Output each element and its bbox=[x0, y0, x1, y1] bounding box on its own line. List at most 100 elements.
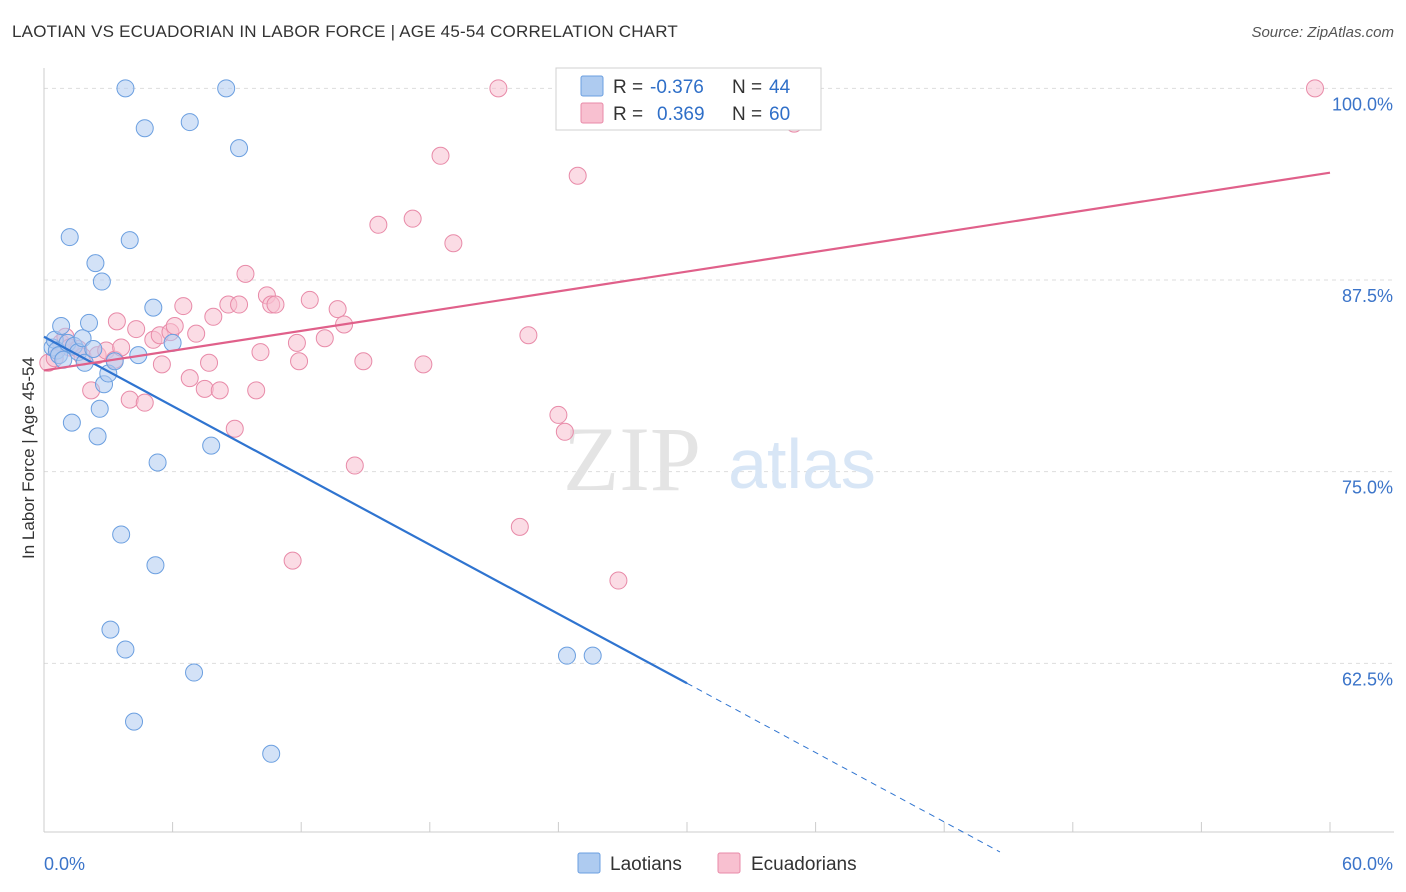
x-tick-label-1: 60.0% bbox=[1342, 854, 1393, 874]
ecuadorian-point-37 bbox=[283, 551, 302, 570]
laotian-point-17 bbox=[90, 399, 109, 418]
laotian-point-35 bbox=[185, 663, 204, 682]
laotian-point-40 bbox=[557, 646, 576, 665]
laotian-point-32 bbox=[148, 453, 167, 472]
ecuadorian-point-50 bbox=[444, 234, 463, 253]
y-tick-label-1: 87.5% bbox=[1342, 286, 1393, 306]
series-legend: Laotians Ecuadorians bbox=[577, 852, 857, 875]
ecuadorian-r-value: 0.369 bbox=[657, 104, 705, 125]
ecuadorian-point-44 bbox=[345, 456, 364, 475]
ecuadorian-points bbox=[39, 79, 1324, 590]
laotian-point-34 bbox=[180, 113, 199, 132]
laotian-point-7 bbox=[60, 228, 79, 247]
laotian-r-label: R = bbox=[613, 77, 643, 98]
ecuadorian-point-59 bbox=[1305, 79, 1324, 98]
watermark-zip: ZIP bbox=[563, 408, 701, 510]
ecuadorian-point-49 bbox=[431, 146, 450, 165]
laotian-point-31 bbox=[146, 556, 165, 575]
ecuadorian-n-label: N = bbox=[732, 104, 762, 125]
ecuadorian-r-label: R = bbox=[613, 104, 643, 125]
ecuadorian-point-40 bbox=[300, 290, 319, 309]
ecuadorian-point-30 bbox=[230, 295, 249, 314]
laotian-point-24 bbox=[116, 640, 135, 659]
laotian-point-8 bbox=[62, 413, 81, 432]
laotian-point-37 bbox=[217, 79, 236, 98]
ecuadorian-point-46 bbox=[369, 215, 388, 234]
ecuadorian-point-20 bbox=[165, 317, 184, 335]
ecuadorian-point-15 bbox=[135, 393, 154, 412]
ecuadorian-point-48 bbox=[414, 355, 433, 374]
laotian-trend-extension bbox=[686, 682, 1001, 853]
laotian-point-38 bbox=[230, 139, 249, 158]
ecuadorian-point-31 bbox=[236, 264, 255, 283]
ecuadorian-point-47 bbox=[403, 209, 422, 228]
laotian-n-value: 44 bbox=[769, 77, 791, 98]
laotian-point-41 bbox=[583, 646, 602, 665]
laotian-point-23 bbox=[112, 525, 131, 544]
laotian-point-21 bbox=[101, 620, 120, 639]
trend-lines bbox=[43, 171, 1331, 853]
ecuadorian-point-57 bbox=[609, 571, 628, 590]
tick-labels: 100.0% 87.5% 75.0% 62.5% 0.0% 60.0% bbox=[44, 94, 1393, 874]
ecuadorian-point-53 bbox=[519, 326, 538, 345]
laotian-r-value: -0.376 bbox=[650, 77, 704, 98]
laotian-point-26 bbox=[120, 231, 139, 250]
y-tick-label-2: 75.0% bbox=[1342, 478, 1393, 498]
laotian-point-25 bbox=[116, 79, 135, 98]
laotian-point-39 bbox=[262, 744, 281, 763]
ecuadorian-point-18 bbox=[152, 355, 171, 374]
ecuadorian-point-11 bbox=[107, 312, 126, 331]
laotian-points bbox=[43, 79, 602, 763]
ecuadorian-point-54 bbox=[549, 405, 568, 424]
ecuadorian-point-41 bbox=[315, 329, 334, 348]
ecuadorian-point-21 bbox=[174, 297, 193, 316]
watermark-atlas: atlas bbox=[728, 425, 876, 503]
laotian-point-18 bbox=[92, 272, 111, 291]
ecuadorian-point-26 bbox=[204, 307, 223, 326]
ecuadorian-n-value: 60 bbox=[769, 104, 790, 125]
y-tick-label-3: 62.5% bbox=[1342, 669, 1393, 689]
ecuadorian-point-36 bbox=[266, 295, 285, 314]
laotian-point-13 bbox=[80, 313, 99, 332]
laotian-point-16 bbox=[88, 427, 107, 446]
ecuadorian-point-39 bbox=[290, 352, 309, 371]
ecuadorian-point-27 bbox=[210, 381, 229, 400]
ecuadorian-point-23 bbox=[187, 324, 206, 343]
laotian-point-4 bbox=[52, 317, 71, 335]
y-axis-label: In Labor Force | Age 45-54 bbox=[19, 357, 38, 559]
chart-title: LAOTIAN VS ECUADORIAN IN LABOR FORCE | A… bbox=[12, 22, 678, 41]
legend-laotians-label: Laotians bbox=[610, 854, 682, 875]
legend-ecuadorians-swatch bbox=[717, 852, 741, 874]
laotian-point-15 bbox=[86, 254, 105, 273]
y-tick-label-0: 100.0% bbox=[1332, 94, 1393, 114]
ecuadorian-point-51 bbox=[489, 79, 508, 98]
laotian-swatch bbox=[580, 75, 604, 97]
axes bbox=[43, 68, 1394, 833]
ecuadorian-point-25 bbox=[200, 353, 219, 372]
ecuadorian-point-52 bbox=[510, 517, 529, 536]
ecuadorian-point-38 bbox=[287, 333, 306, 352]
laotian-point-27 bbox=[125, 712, 144, 731]
ecuadorian-point-55 bbox=[555, 422, 574, 441]
grid-lines bbox=[44, 87, 1394, 664]
ecuadorian-point-14 bbox=[127, 320, 146, 339]
laotian-trend-line bbox=[43, 335, 688, 685]
laotian-point-36 bbox=[202, 436, 221, 455]
ecuadorian-point-56 bbox=[568, 166, 587, 185]
ecuadorian-point-33 bbox=[251, 343, 270, 362]
ecuadorian-point-42 bbox=[328, 300, 347, 319]
source-label: Source: ZipAtlas.com bbox=[1251, 24, 1394, 41]
laotian-point-30 bbox=[144, 298, 163, 317]
ecuadorian-point-24 bbox=[195, 379, 214, 398]
ecuadorian-swatch bbox=[580, 102, 604, 124]
legend-ecuadorians-label: Ecuadorians bbox=[751, 854, 857, 875]
legend-laotians-swatch bbox=[577, 852, 601, 874]
stats-legend: R = -0.376 N = 44 R = 0.369 N = 60 bbox=[555, 67, 822, 131]
ecuadorian-point-22 bbox=[180, 369, 199, 388]
ecuadorian-point-32 bbox=[247, 381, 266, 400]
ecuadorian-trend-line bbox=[43, 171, 1331, 372]
zipatlas-watermark: ZIP atlas bbox=[563, 408, 876, 510]
laotian-point-14 bbox=[84, 340, 103, 358]
x-tick-label-0: 0.0% bbox=[44, 854, 85, 874]
